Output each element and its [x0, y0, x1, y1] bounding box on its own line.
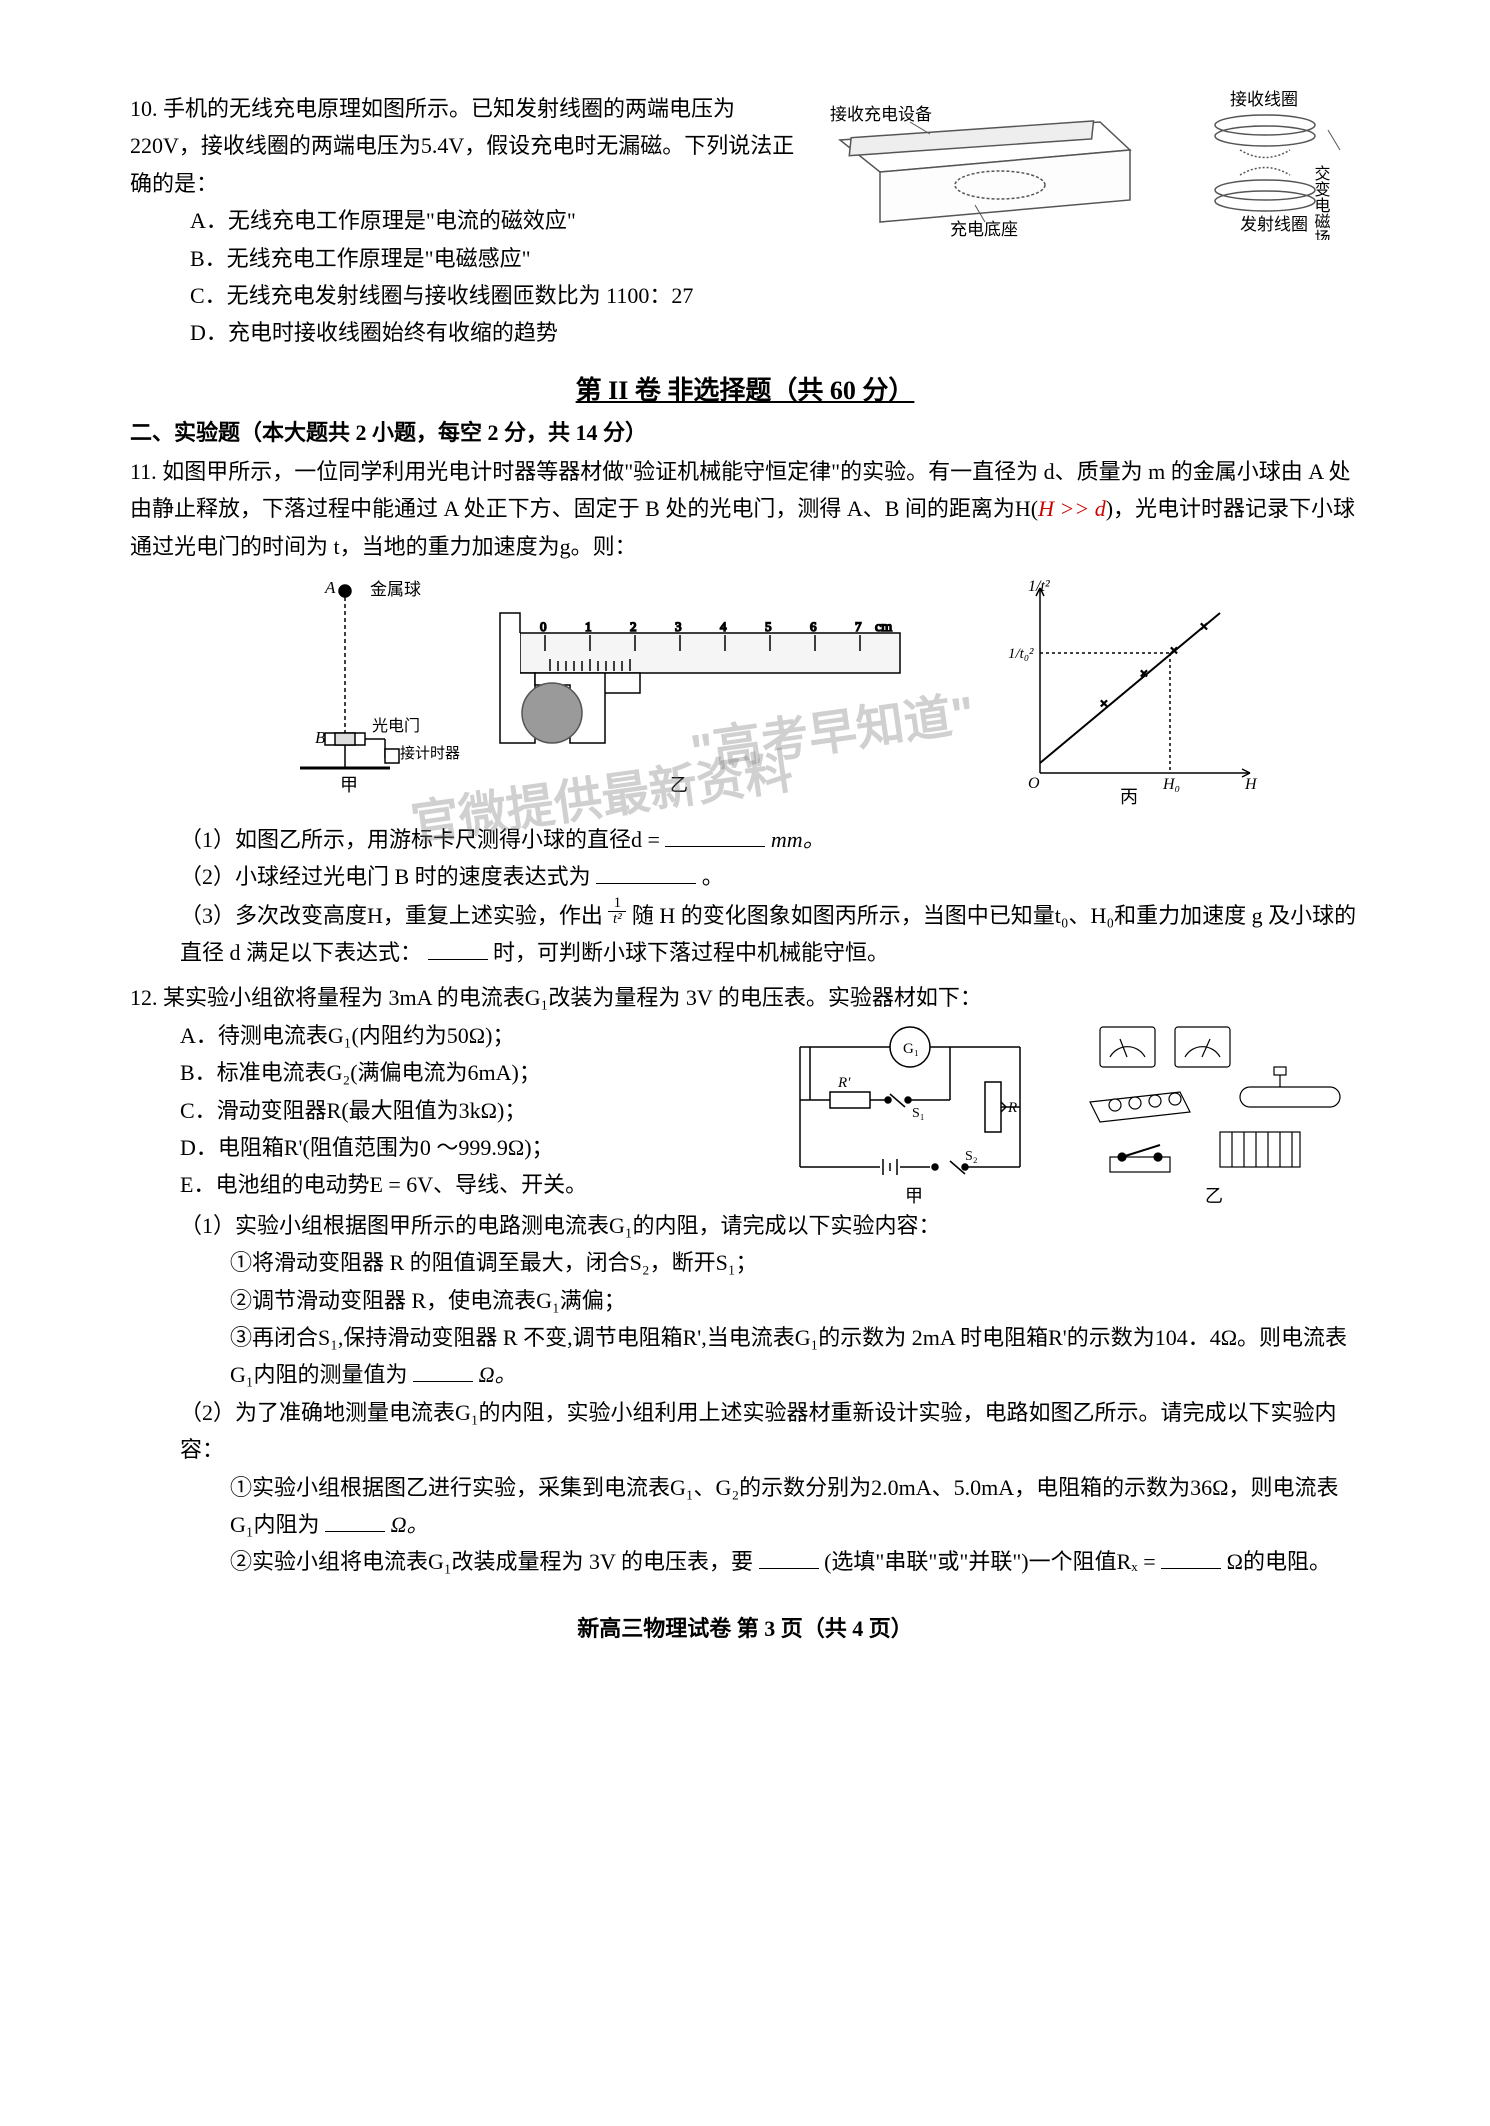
q12-step3: ③再闭合S₁,保持滑动变阻器 R 不变,调节电阻箱R',当电流表G₁的示数为 2… [230, 1325, 1347, 1387]
q11-label-yi: 乙 [670, 775, 688, 795]
question-11: 11. 如图甲所示，一位同学利用光电计时器等器材做"验证机械能守恒定律"的实验。… [130, 453, 1360, 972]
q11-axis-O: O [1028, 775, 1040, 792]
q12-part1: （1）实验小组根据图甲所示的电路测电流表G₁的内阻，请完成以下实验内容： [130, 1207, 1360, 1244]
q11-sub2-suffix: 。 [702, 864, 724, 889]
q10-option-b: B．无线充电工作原理是"电磁感应" [130, 240, 810, 277]
q12-S2: S₂ [965, 1149, 978, 1164]
tick-1: 1 [585, 619, 592, 634]
q11-label-A: A [324, 578, 336, 597]
tick-2: 2 [630, 619, 637, 634]
q11-label-gate: 光电门 [372, 717, 420, 735]
svg-text:×: × [1170, 644, 1178, 659]
q12-part2: （2）为了准确地测量电流表G₁的内阻，实验小组利用上述实验器材重新设计实验，电路… [130, 1394, 1360, 1469]
q11-label-jia: 甲 [340, 775, 358, 795]
q11-blank-3[interactable] [428, 936, 488, 960]
q11-axis-y: 1/t² [1028, 578, 1051, 595]
q12-blank-3[interactable] [759, 1545, 819, 1569]
q11-blank-2[interactable] [596, 860, 696, 884]
tick-4: 4 [720, 619, 727, 634]
section-2-header: 第 II 卷 非选择题（共 60 分） [130, 370, 1360, 407]
q11-label-B: B [315, 728, 326, 747]
q12-yi: 乙 [1205, 1186, 1223, 1206]
q12-circuits: G₁ R' R S₁ S₂ 甲 [770, 1017, 1360, 1207]
q10-label-field: 交变电磁场 [1312, 165, 1331, 240]
q10-number: 10. [130, 96, 158, 121]
q12-blank-4[interactable] [1161, 1545, 1221, 1569]
q12-Rp: R' [837, 1075, 851, 1091]
q12-G1: G₁ [903, 1041, 919, 1057]
q11-sub2: （2）小球经过光电门 B 时的速度表达式为 [180, 864, 591, 889]
document-page: 10. 手机的无线充电原理如图所示。已知发射线圈的两端电压为 220V，接收线圈… [0, 0, 1490, 1683]
q12-p2s2c: Ω的电阻。 [1227, 1549, 1331, 1574]
q11-label-ball: 金属球 [370, 580, 421, 599]
q11-sub3-suffix: 时，可判断小球下落过程中机械能守恒。 [493, 940, 889, 965]
subsection-exp-header: 二、实验题（本大题共 2 小题，每空 2 分，共 14 分） [130, 415, 1360, 447]
q10-label-device: 接收充电设备 [830, 105, 932, 124]
q11-sub3a: （3）多次改变高度H，重复上述实验，作出 [180, 903, 603, 928]
q10-label-base: 充电底座 [950, 220, 1018, 239]
tick-0: 0 [540, 619, 547, 634]
q12-number: 12. [130, 985, 158, 1010]
q10-option-a: A．无线充电工作原理是"电流的磁效应" [130, 202, 810, 239]
q12-blank-1[interactable] [413, 1358, 473, 1382]
q12-step2: ②调节滑动变阻器 R，使电流表G₁满偏； [130, 1282, 1360, 1319]
question-10: 10. 手机的无线充电原理如图所示。已知发射线圈的两端电压为 220V，接收线圈… [130, 90, 1360, 352]
q11-figure: "高考早知道" 官微提供最新资料 A B 金属球 光电门 [130, 573, 1360, 813]
tick-6: 6 [810, 619, 817, 634]
q11-blank-1[interactable] [665, 823, 765, 847]
q10-stem: 手机的无线充电原理如图所示。已知发射线圈的两端电压为 220V，接收线圈的两端电… [130, 96, 794, 196]
tick-3: 3 [675, 619, 682, 634]
q11-axis-t0: 1/t₀² [1008, 646, 1034, 662]
question-12: 12. 某实验小组欲将量程为 3mA 的电流表G₁改装为量程为 3V 的电压表。… [130, 979, 1360, 1580]
q12-S1: S₁ [912, 1106, 925, 1121]
q10-option-c: C．无线充电发射线圈与接收线圈匝数比为 1100：27 [130, 277, 810, 314]
q12-stem: 某实验小组欲将量程为 3mA 的电流表G₁改装为量程为 3V 的电压表。实验器材… [163, 985, 982, 1010]
q11-axis-H0: H₀ [1162, 776, 1180, 793]
q10-option-d: D．充电时接收线圈始终有收缩的趋势 [130, 314, 810, 351]
q10-label-recv: 接收线圈 [1230, 90, 1298, 109]
q11-axis-H: H [1244, 776, 1258, 793]
q11-label-cm: cm [875, 620, 892, 635]
q11-number: 11. [130, 459, 157, 484]
q12-jia: 甲 [905, 1186, 923, 1206]
q12-p2s1-unit: Ω。 [391, 1512, 429, 1537]
q12-step1: ①将滑动变阻器 R 的阻值调至最大，闭合S₂，断开S₁； [130, 1244, 1360, 1281]
q10-figure: 接收充电设备 充电底座 接收线圈 发射线圈 交变电磁场 [820, 90, 1360, 240]
q10-label-emit: 发射线圈 [1240, 215, 1308, 234]
q12-blank-2[interactable] [325, 1508, 385, 1532]
q12-circuit-yi: 乙 [1070, 1017, 1360, 1207]
q12-step3-unit: Ω。 [479, 1362, 517, 1387]
q11-label-timer: 接计时器 [400, 745, 460, 762]
q12-p2s2b: (选填"串联"或"并联")一个阻值Rₓ = [824, 1549, 1161, 1574]
q11-sub1-unit: mm。 [771, 827, 825, 852]
tick-5: 5 [765, 619, 772, 634]
svg-text:×: × [1200, 620, 1208, 635]
page-footer: 新高三物理试卷 第 3 页（共 4 页） [130, 1611, 1360, 1643]
svg-text:×: × [1140, 667, 1148, 682]
svg-text:×: × [1100, 697, 1108, 712]
q12-p2s2a: ②实验小组将电流表G₁改装成量程为 3V 的电压表，要 [230, 1549, 753, 1574]
q10-text-area: 10. 手机的无线充电原理如图所示。已知发射线圈的两端电压为 220V，接收线圈… [130, 90, 810, 352]
q11-label-bing: 丙 [1120, 787, 1138, 807]
q12-circuit-jia: G₁ R' R S₁ S₂ 甲 [770, 1017, 1060, 1207]
q12-R: R [1007, 1100, 1017, 1116]
q11-stem-red: H >> d [1038, 496, 1106, 521]
tick-7: 7 [855, 619, 862, 634]
q11-sub1: （1）如图乙所示，用游标卡尺测得小球的直径d = [180, 827, 660, 852]
